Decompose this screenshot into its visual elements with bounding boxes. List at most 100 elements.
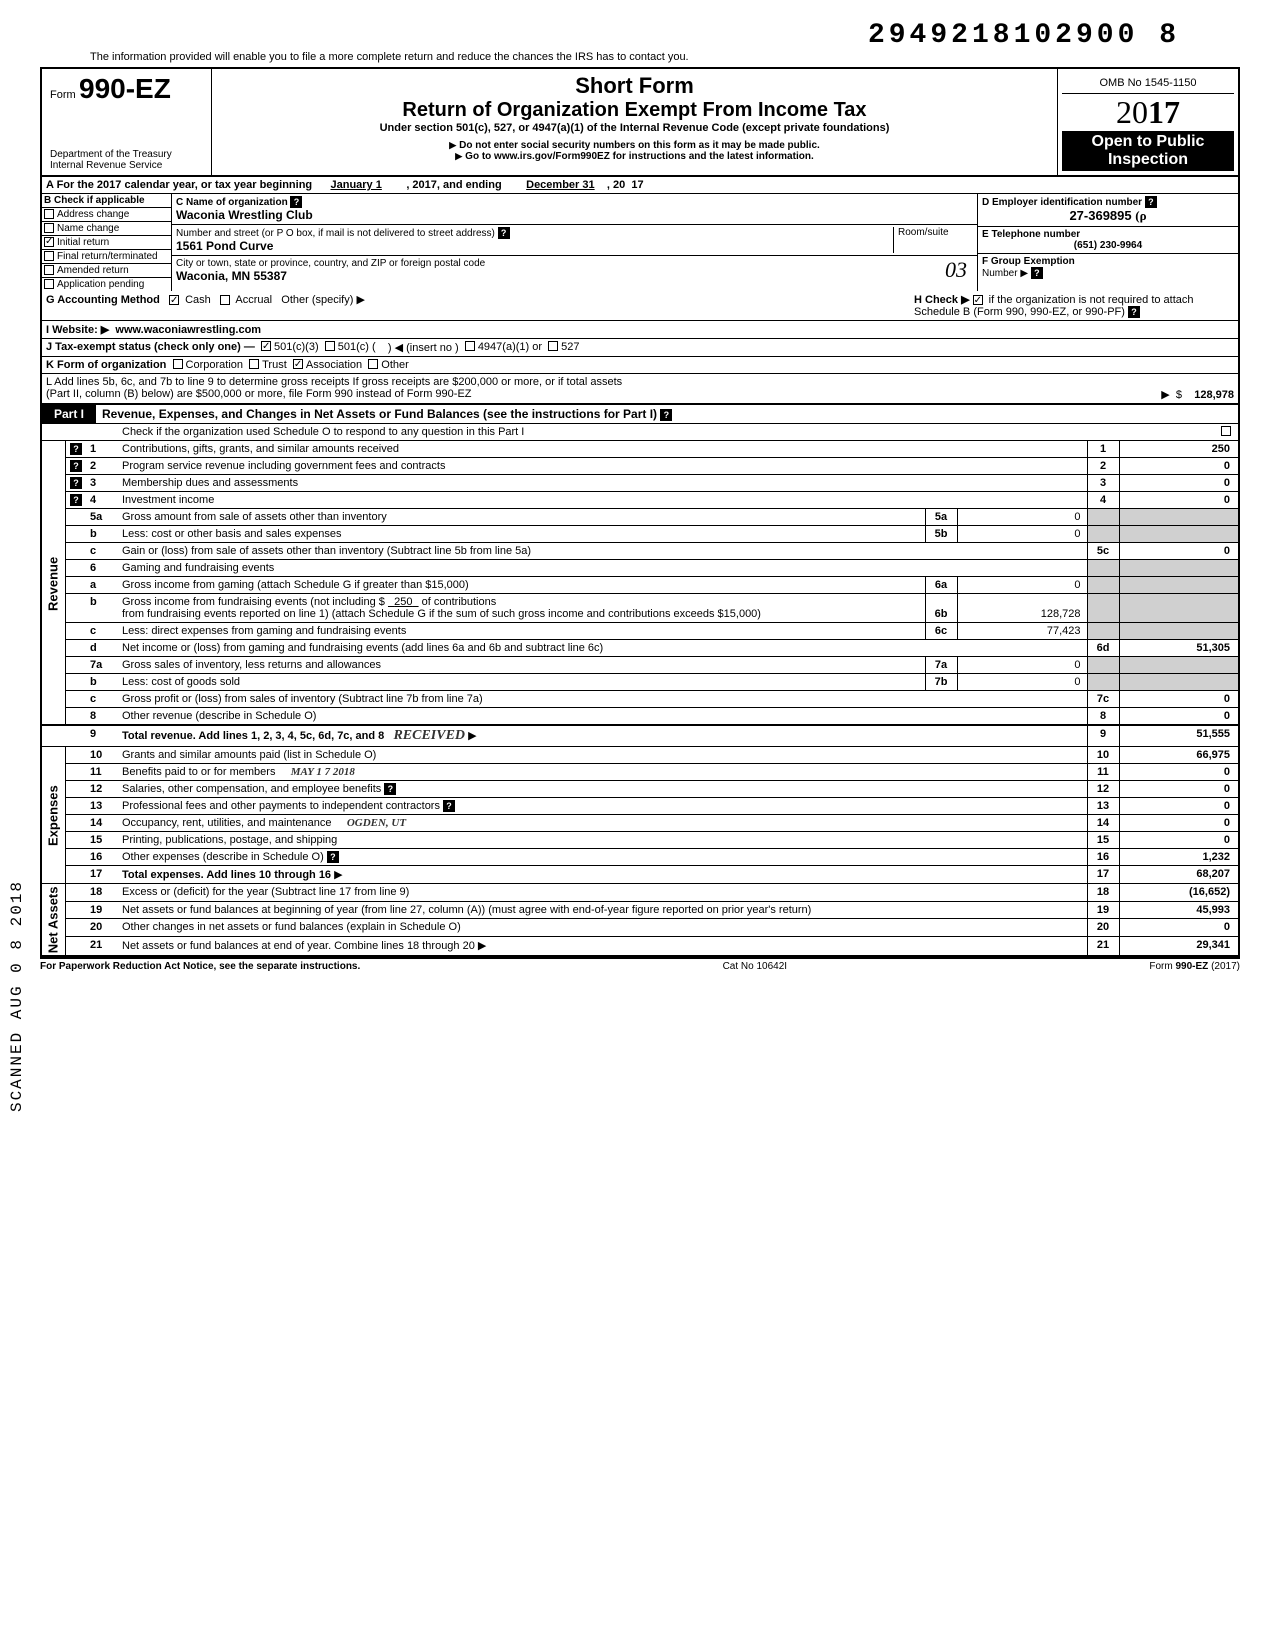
chk-527[interactable] — [548, 341, 558, 351]
chk-address-change[interactable]: Address change — [42, 208, 171, 222]
chk-cash[interactable] — [169, 295, 179, 305]
line-6c: c Less: direct expenses from gaming and … — [41, 623, 1239, 640]
chk-amended-return[interactable]: Amended return — [42, 264, 171, 278]
website-url: www.waconiawrestling.com — [115, 324, 261, 336]
chk-accrual[interactable] — [220, 295, 230, 305]
chk-final-return[interactable]: Final return/terminated — [42, 250, 171, 264]
org-name-row: C Name of organization ? Waconia Wrestli… — [172, 194, 977, 225]
part-i-header: Part I Revenue, Expenses, and Changes in… — [40, 405, 1240, 424]
row-a-tax-year: A For the 2017 calendar year, or tax yea… — [40, 177, 1240, 194]
line-6a: a Gross income from gaming (attach Sched… — [41, 577, 1239, 594]
return-title: Return of Organization Exempt From Incom… — [220, 99, 1049, 122]
line-2: ? 2 Program service revenue including go… — [41, 458, 1239, 475]
section-bc: B Check if applicable Address change Nam… — [40, 194, 1240, 291]
tax-year: 20201717 — [1062, 94, 1234, 131]
ssn-warning: Do not enter social security numbers on … — [220, 140, 1049, 151]
col-b-header: B Check if applicable — [42, 194, 171, 208]
ogden-stamp: OGDEN, UT — [347, 817, 406, 829]
help-icon[interactable]: ? — [443, 800, 455, 812]
part-i-table: Revenue ? 1 Contributions, gifts, grants… — [40, 441, 1240, 957]
top-info-text: The information provided will enable you… — [40, 51, 1240, 63]
row-j-tax-exempt: J Tax-exempt status (check only one) — 5… — [40, 339, 1240, 357]
line-17: 17 Total expenses. Add lines 10 through … — [41, 866, 1239, 884]
dept-treasury: Department of the TreasuryInternal Reven… — [50, 149, 203, 171]
part-i-label: Part I — [42, 405, 96, 423]
ein-value: 27-369895 — [1069, 208, 1131, 223]
chk-501c[interactable] — [325, 341, 335, 351]
help-icon[interactable]: ? — [498, 227, 510, 239]
chk-corporation[interactable] — [173, 359, 183, 369]
line-10: Expenses 10 Grants and similar amounts p… — [41, 747, 1239, 764]
help-icon[interactable]: ? — [1128, 306, 1140, 318]
phone-row: E Telephone number (651) 230-9964 — [978, 227, 1238, 254]
footer-form-ref: Form 990-EZ (2017) — [1149, 961, 1240, 972]
chk-501c3[interactable] — [261, 341, 271, 351]
chk-other[interactable] — [368, 359, 378, 369]
help-icon[interactable]: ? — [70, 443, 82, 455]
open-public: Open to PublicInspection — [1062, 131, 1234, 171]
goto-link: Go to www.irs.gov/Form990EZ for instruct… — [220, 151, 1049, 162]
help-icon[interactable]: ? — [290, 196, 302, 208]
scanned-stamp: SCANNED AUG 0 8 2018 — [8, 880, 26, 1112]
line-1: Revenue ? 1 Contributions, gifts, grants… — [41, 441, 1239, 458]
omb-number: OMB No 1545-1150 — [1062, 73, 1234, 94]
chk-initial-return[interactable]: Initial return — [42, 236, 171, 250]
help-icon[interactable]: ? — [70, 477, 82, 489]
chk-application-pending[interactable]: Application pending — [42, 278, 171, 291]
line-6: 6 Gaming and fundraising events — [41, 560, 1239, 577]
footer-cat-no: Cat No 10642I — [723, 961, 788, 972]
row-l-gross-receipts: L Add lines 5b, 6c, and 7b to line 9 to … — [40, 374, 1240, 405]
line-3: ? 3 Membership dues and assessments 30 — [41, 475, 1239, 492]
line-14: 14 Occupancy, rent, utilities, and maint… — [41, 815, 1239, 832]
page-footer: For Paperwork Reduction Act Notice, see … — [40, 957, 1240, 972]
phone-value: (651) 230-9964 — [982, 240, 1234, 251]
document-id-number: 2949218102900 8 — [40, 20, 1240, 51]
chk-schedule-b[interactable] — [973, 295, 983, 305]
header-right: OMB No 1545-1150 20201717 Open to Public… — [1058, 69, 1238, 175]
help-icon[interactable]: ? — [1031, 267, 1043, 279]
help-icon[interactable]: ? — [70, 460, 82, 472]
org-city: Waconia, MN 55387 — [176, 269, 287, 283]
received-stamp: RECEIVED — [393, 728, 465, 743]
line-15: 15 Printing, publications, postage, and … — [41, 832, 1239, 849]
help-icon[interactable]: ? — [327, 851, 339, 863]
line-6d: d Net income or (loss) from gaming and f… — [41, 640, 1239, 657]
chk-4947[interactable] — [465, 341, 475, 351]
help-icon[interactable]: ? — [660, 409, 672, 421]
col-b-checkboxes: B Check if applicable Address change Nam… — [42, 194, 172, 291]
help-icon[interactable]: ? — [1145, 196, 1157, 208]
expenses-label: Expenses — [41, 747, 66, 884]
form-label: Form — [50, 89, 76, 101]
line-20: 20 Other changes in net assets or fund b… — [41, 919, 1239, 937]
line-12: 12 Salaries, other compensation, and emp… — [41, 781, 1239, 798]
subtitle: Under section 501(c), 527, or 4947(a)(1)… — [220, 122, 1049, 134]
chk-association[interactable] — [293, 359, 303, 369]
line-4: ? 4 Investment income 40 — [41, 492, 1239, 509]
help-icon[interactable]: ? — [384, 783, 396, 795]
form-header: Form 990-EZ Department of the TreasuryIn… — [40, 67, 1240, 177]
col-c-org-info: C Name of organization ? Waconia Wrestli… — [172, 194, 978, 291]
help-icon[interactable]: ? — [70, 494, 82, 506]
line-18: Net Assets 18 Excess or (deficit) for th… — [41, 884, 1239, 902]
row-g-accounting: G Accounting Method Cash Accrual Other (… — [40, 291, 1240, 321]
room-suite: Room/suite — [893, 227, 973, 253]
line-11: 11 Benefits paid to or for members MAY 1… — [41, 764, 1239, 781]
stamp-03: 03 — [945, 257, 967, 283]
footer-left: For Paperwork Reduction Act Notice, see … — [40, 961, 360, 972]
chk-schedule-o[interactable] — [1221, 426, 1231, 436]
row-k-org-form: K Form of organization Corporation Trust… — [40, 357, 1240, 374]
line-13: 13 Professional fees and other payments … — [41, 798, 1239, 815]
org-name: Waconia Wrestling Club — [176, 208, 313, 222]
gross-receipts-value: 128,978 — [1194, 389, 1234, 401]
chk-name-change[interactable]: Name change — [42, 222, 171, 236]
revenue-label: Revenue — [41, 441, 66, 725]
line-16: 16 Other expenses (describe in Schedule … — [41, 849, 1239, 866]
line-8-9: 8 Other revenue (describe in Schedule O)… — [41, 708, 1239, 726]
netassets-label: Net Assets — [41, 884, 66, 956]
row-i-website: I Website: ▶ www.waconiawrestling.com — [40, 321, 1240, 339]
org-address: 1561 Pond Curve — [176, 239, 273, 253]
line-5c: c Gain or (loss) from sale of assets oth… — [41, 543, 1239, 560]
line-7a: 7a Gross sales of inventory, less return… — [41, 657, 1239, 674]
line-7c: c Gross profit or (loss) from sales of i… — [41, 691, 1239, 708]
chk-trust[interactable] — [249, 359, 259, 369]
